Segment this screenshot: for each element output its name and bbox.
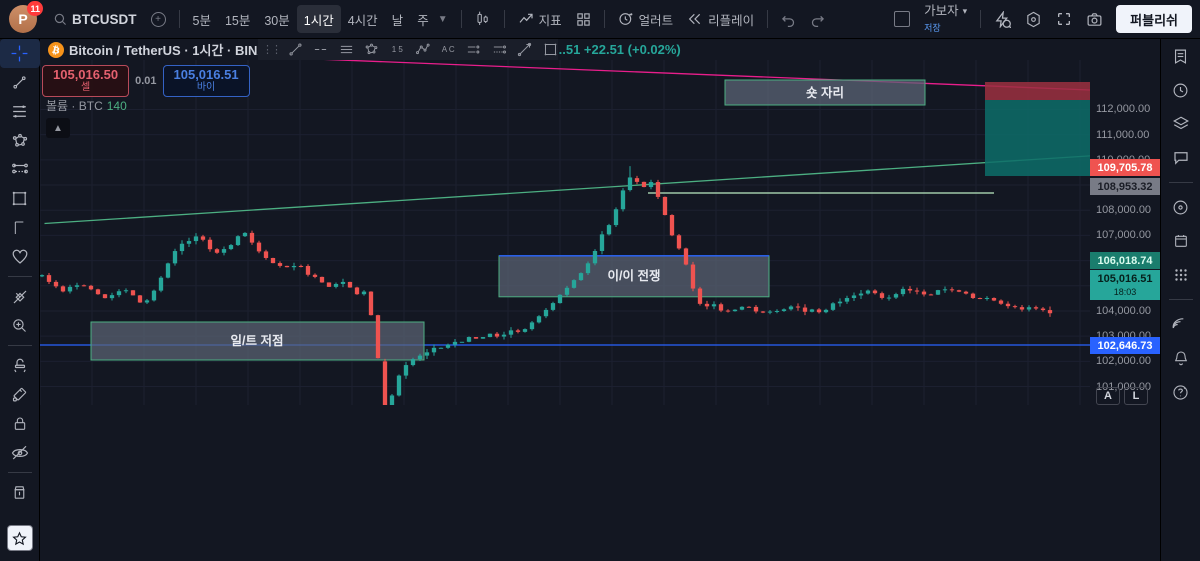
svg-text:일/트 저점: 일/트 저점 bbox=[231, 333, 284, 348]
svg-text:이/이 전쟁: 이/이 전쟁 bbox=[608, 268, 661, 283]
svg-text:숏 자리: 숏 자리 bbox=[806, 85, 844, 100]
